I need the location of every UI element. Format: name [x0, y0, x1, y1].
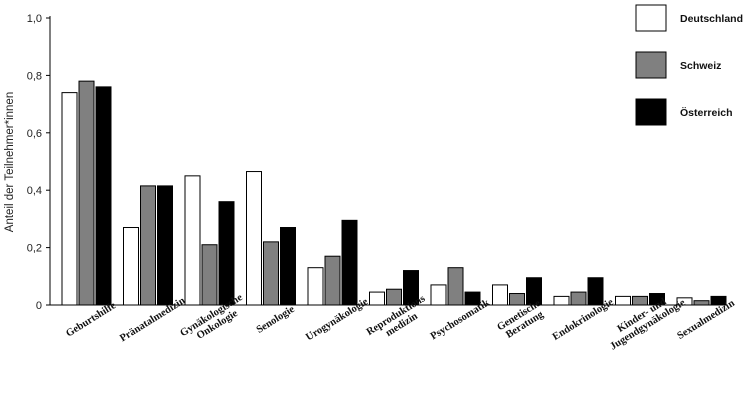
bar-deutschland-4: [307, 267, 324, 306]
bar-schweiz-9: [632, 295, 648, 306]
bar-schweiz-1: [140, 185, 156, 306]
y-tick-label: 0,2: [27, 243, 42, 255]
bar-deutschland-8: [553, 295, 570, 306]
bar-sterreich-0: [95, 86, 112, 306]
y-tick-label: 1,0: [27, 13, 42, 25]
bar-deutschland-9: [615, 295, 631, 306]
bar-schweiz-8: [570, 291, 587, 306]
y-tick-label: 0,6: [27, 128, 42, 140]
y-tick-label: 0: [36, 300, 42, 312]
x-tick-label: Senologie: [255, 304, 297, 336]
bar-deutschland-1: [123, 227, 139, 306]
bar-sterreich-9: [649, 293, 665, 306]
bar-schweiz-7: [509, 293, 525, 306]
legend-swatch: [635, 51, 667, 79]
legend: Deutschland Schweiz Österreich: [635, 4, 743, 126]
bar-sterreich-3: [280, 227, 296, 306]
bar-deutschland-6: [430, 284, 447, 306]
bars: [61, 80, 727, 306]
bar-sterreich-10: [710, 295, 727, 306]
legend-label: Schweiz: [680, 60, 721, 72]
legend-label: Österreich: [680, 106, 733, 119]
bar-schweiz-3: [263, 241, 279, 306]
bar-deutschland-2: [184, 175, 201, 306]
bar-deutschland-10: [676, 297, 693, 306]
bar-sterreich-4: [341, 219, 358, 306]
x-tick-label: Geburtshilfe: [64, 300, 118, 339]
bar-sterreich-8: [587, 277, 604, 306]
bar-schweiz-5: [386, 288, 402, 306]
x-tick-label-line: Geburtshilfe: [64, 300, 118, 339]
legend-swatch: [635, 4, 667, 32]
y-tick-label: 0,8: [27, 70, 42, 82]
bar-schweiz-0: [78, 80, 95, 306]
bar-sterreich-6: [464, 291, 481, 306]
bar-deutschland-3: [246, 171, 262, 306]
y-axis-label: Anteil der Teilnehmer*innen: [4, 92, 16, 232]
bar-deutschland-7: [492, 284, 508, 306]
bar-schweiz-10: [693, 300, 710, 306]
bar-sterreich-2: [218, 201, 235, 306]
bar-sterreich-5: [403, 270, 419, 306]
bar-schweiz-2: [201, 244, 218, 306]
legend-label: Deutschland: [680, 13, 743, 25]
bar-deutschland-5: [369, 291, 385, 306]
bar-deutschland-0: [61, 92, 78, 306]
bar-sterreich-1: [157, 185, 173, 306]
bar-sterreich-7: [526, 277, 542, 306]
legend-swatch: [635, 98, 667, 126]
bar-schweiz-4: [324, 255, 341, 306]
y-tick-label: 0,4: [27, 185, 42, 197]
x-tick-label-line: Senologie: [255, 304, 297, 336]
bar-schweiz-6: [447, 267, 464, 306]
